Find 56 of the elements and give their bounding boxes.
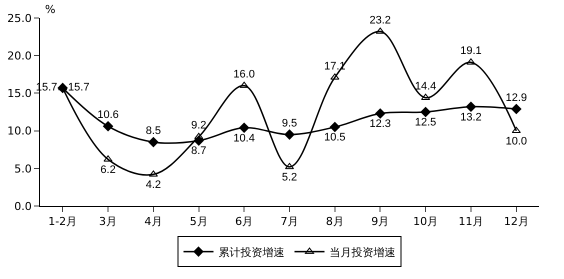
point: [420, 106, 431, 118]
x-tick-label: 1-2月: [48, 215, 78, 228]
point: [511, 104, 522, 114]
data-label: 12.5: [414, 116, 436, 129]
point: [284, 130, 295, 140]
data-label: 8.7: [191, 145, 206, 158]
data-label: 15.7: [68, 82, 90, 94]
data-label: 14.4: [414, 80, 436, 93]
point: [148, 170, 158, 177]
point: [375, 108, 386, 119]
x-tick-label: 10月: [413, 215, 438, 228]
point: [148, 137, 158, 148]
data-label: 19.1: [460, 45, 482, 58]
data-label: 9.5: [282, 117, 298, 130]
legend-label: 当月投资增速: [330, 246, 396, 259]
point: [104, 155, 113, 162]
x-tick-label: 12月: [504, 215, 529, 228]
data-label: 5.2: [282, 172, 298, 184]
x-tick-label: 3月: [99, 215, 118, 228]
data-label: 10.4: [233, 132, 255, 144]
y-axis-title: %: [45, 3, 56, 16]
data-label: 12.3: [370, 118, 391, 130]
point: [194, 132, 204, 140]
data-label: 13.2: [460, 111, 482, 124]
point: [466, 102, 476, 112]
data-label: 10.0: [506, 135, 528, 148]
legend-label: 累计投资增速: [218, 246, 284, 259]
x-tick-label: 5月: [190, 215, 208, 228]
x-tick-label: 4月: [144, 215, 162, 228]
point: [330, 122, 340, 132]
data-label: 9.2: [191, 120, 206, 132]
point: [512, 126, 521, 134]
data-label: 12.9: [506, 92, 528, 104]
data-label: 8.5: [146, 124, 162, 137]
y-tick-label: 10.0: [7, 124, 32, 138]
point: [284, 162, 294, 170]
x-tick-label: 11月: [458, 215, 484, 228]
data-label: 16.0: [233, 68, 255, 81]
data-label: 6.2: [100, 164, 116, 176]
data-label: 10.6: [97, 109, 119, 122]
x-tick-label: 7月: [280, 215, 298, 228]
data-label: 4.2: [146, 179, 162, 192]
point: [466, 58, 476, 65]
point: [103, 121, 114, 132]
data-label: 10.5: [324, 132, 346, 144]
point: [330, 73, 340, 80]
x-tick-label: 9月: [371, 215, 390, 228]
x-tick-label: 8月: [326, 215, 344, 228]
y-tick-label: 20.0: [7, 49, 32, 62]
y-tick-label: 15.0: [7, 87, 32, 100]
y-tick-label: 25.0: [7, 12, 32, 25]
point: [239, 122, 250, 133]
data-label: 23.2: [370, 14, 391, 26]
x-tick-label: 6月: [235, 215, 254, 228]
y-tick-label: 0.0: [14, 200, 32, 213]
y-tick-label: 5.0: [14, 162, 32, 176]
